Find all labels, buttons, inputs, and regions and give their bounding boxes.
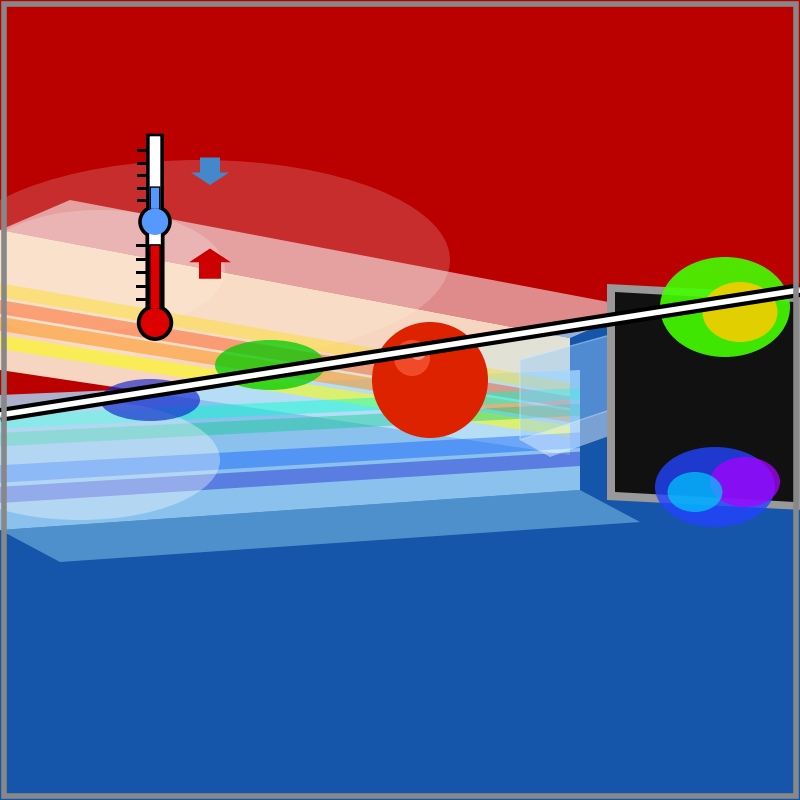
Ellipse shape [660,257,790,357]
Polygon shape [520,335,610,440]
Ellipse shape [215,340,325,390]
Polygon shape [0,300,570,408]
Polygon shape [610,337,800,350]
Circle shape [372,322,488,438]
Polygon shape [610,296,800,309]
Bar [137,162,146,165]
Ellipse shape [655,447,775,527]
Polygon shape [0,283,570,394]
Bar [137,149,146,152]
Polygon shape [0,388,580,429]
Bar [137,199,146,202]
Bar [137,174,146,177]
Circle shape [141,309,170,337]
FancyBboxPatch shape [149,135,161,210]
Polygon shape [0,0,800,415]
Bar [135,258,146,261]
FancyBboxPatch shape [147,134,163,211]
Polygon shape [0,490,640,562]
Polygon shape [0,317,570,422]
Polygon shape [610,323,800,336]
Circle shape [142,209,168,235]
FancyBboxPatch shape [149,230,162,310]
Polygon shape [610,377,800,392]
Polygon shape [610,310,800,322]
FancyBboxPatch shape [146,228,164,311]
Polygon shape [189,249,231,278]
Polygon shape [0,451,580,503]
Ellipse shape [0,400,220,520]
Ellipse shape [710,457,780,507]
Polygon shape [615,292,795,502]
Polygon shape [191,158,229,185]
Polygon shape [0,370,580,530]
Ellipse shape [0,160,450,360]
Polygon shape [0,403,580,446]
Ellipse shape [100,379,200,421]
Polygon shape [607,284,800,510]
Bar [135,244,146,247]
Polygon shape [610,410,800,425]
Polygon shape [0,290,800,800]
Ellipse shape [667,472,722,512]
Polygon shape [0,200,640,338]
Circle shape [394,340,430,376]
Bar [135,271,146,274]
FancyBboxPatch shape [150,245,160,310]
Polygon shape [0,335,570,438]
Polygon shape [520,410,640,457]
Polygon shape [0,432,580,482]
Ellipse shape [0,210,225,330]
FancyBboxPatch shape [150,187,160,210]
Ellipse shape [702,282,778,342]
Circle shape [137,305,174,341]
Bar [137,186,146,190]
Bar [135,298,146,302]
Polygon shape [0,230,570,455]
Polygon shape [610,394,800,408]
Circle shape [410,344,426,360]
Circle shape [138,205,172,238]
Bar [135,285,146,288]
